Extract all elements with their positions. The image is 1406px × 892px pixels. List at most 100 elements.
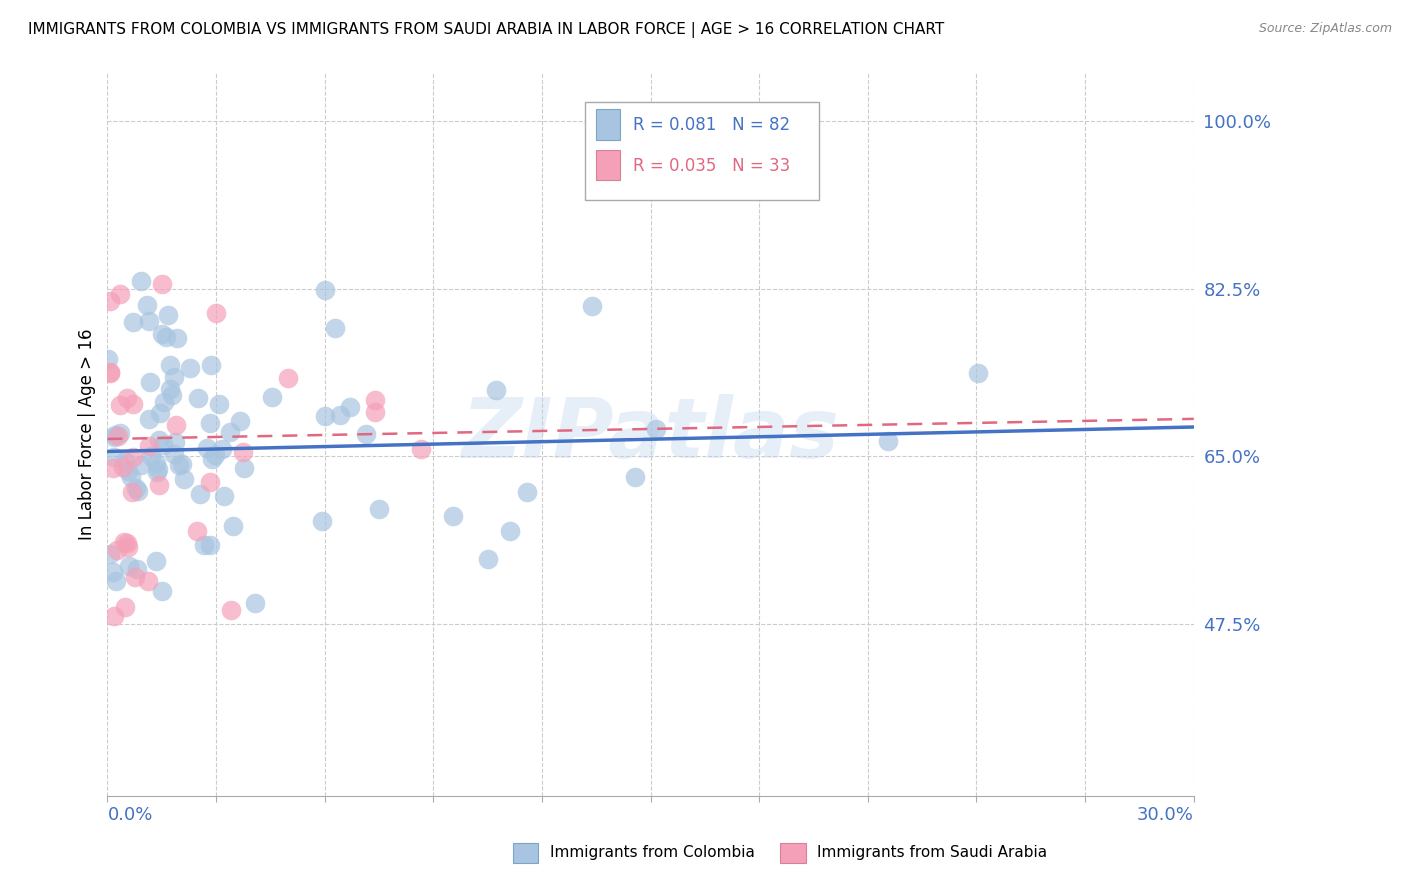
Point: [193, 538, 215, 552]
Point: [103, 430, 125, 444]
Point: [138, 439, 160, 453]
Point: [166, 331, 188, 345]
Point: [211, 442, 233, 457]
Point: [201, 452, 224, 467]
Point: [163, 370, 186, 384]
Point: [139, 450, 162, 464]
Point: [145, 554, 167, 568]
Point: [150, 277, 173, 291]
Point: [222, 519, 245, 533]
Point: [98, 294, 121, 309]
Point: [232, 444, 254, 458]
Point: [169, 458, 191, 472]
Point: [152, 438, 174, 452]
Point: [200, 358, 222, 372]
Point: [200, 538, 222, 552]
Point: [98, 547, 121, 561]
Point: [329, 409, 352, 423]
Point: [120, 470, 142, 484]
Point: [124, 569, 146, 583]
Point: [243, 596, 266, 610]
Point: [103, 428, 125, 442]
Point: [135, 298, 157, 312]
Point: [111, 459, 134, 474]
Point: [204, 448, 226, 462]
Point: [114, 454, 136, 468]
Point: [229, 414, 252, 428]
Point: [100, 366, 122, 380]
Point: [966, 367, 988, 381]
Text: Immigrants from Saudi Arabia: Immigrants from Saudi Arabia: [817, 845, 1047, 860]
Bar: [596, 109, 620, 139]
Point: [477, 551, 499, 566]
Point: [187, 391, 209, 405]
Text: 0.0%: 0.0%: [107, 806, 153, 824]
Point: [148, 478, 170, 492]
Point: [101, 565, 124, 579]
Point: [159, 358, 181, 372]
Point: [110, 398, 132, 412]
Point: [98, 365, 121, 379]
Point: [364, 393, 387, 408]
Point: [624, 470, 647, 484]
Point: [138, 376, 160, 390]
Point: [212, 490, 235, 504]
Point: [441, 509, 464, 524]
Point: [131, 458, 153, 472]
Point: [157, 308, 180, 322]
Point: [118, 559, 141, 574]
Text: R = 0.081   N = 82: R = 0.081 N = 82: [633, 116, 790, 134]
Point: [122, 315, 145, 329]
Point: [121, 450, 143, 464]
Point: [163, 447, 186, 461]
Point: [108, 287, 131, 301]
Text: 30.0%: 30.0%: [1137, 806, 1194, 824]
Point: [149, 406, 172, 420]
Point: [129, 275, 152, 289]
Point: [148, 433, 170, 447]
Point: [146, 465, 169, 479]
Point: [165, 418, 187, 433]
Point: [323, 320, 346, 334]
Point: [314, 409, 336, 424]
Point: [96, 351, 118, 366]
Point: [103, 460, 125, 475]
Point: [160, 388, 183, 402]
Point: [138, 574, 160, 588]
Text: IMMIGRANTS FROM COLOMBIA VS IMMIGRANTS FROM SAUDI ARABIA IN LABOR FORCE | AGE > : IMMIGRANTS FROM COLOMBIA VS IMMIGRANTS F…: [28, 22, 945, 38]
Point: [363, 405, 385, 419]
Point: [277, 371, 299, 385]
Point: [159, 382, 181, 396]
Text: R = 0.035   N = 33: R = 0.035 N = 33: [633, 157, 790, 175]
Text: ZIPatlas: ZIPatlas: [461, 394, 839, 475]
Point: [314, 283, 336, 297]
Point: [155, 330, 177, 344]
FancyBboxPatch shape: [585, 102, 818, 200]
Point: [103, 450, 125, 464]
Point: [150, 583, 173, 598]
Point: [581, 300, 603, 314]
Point: [354, 426, 377, 441]
Point: [112, 535, 135, 549]
Point: [186, 524, 208, 538]
Point: [484, 384, 506, 398]
Point: [117, 464, 139, 478]
Point: [163, 434, 186, 449]
Point: [138, 412, 160, 426]
Point: [170, 457, 193, 471]
Point: [153, 395, 176, 409]
Text: Source: ZipAtlas.com: Source: ZipAtlas.com: [1258, 22, 1392, 36]
Point: [311, 514, 333, 528]
Text: Immigrants from Colombia: Immigrants from Colombia: [550, 845, 755, 860]
Point: [107, 429, 129, 443]
Point: [146, 462, 169, 476]
Point: [233, 461, 256, 475]
Point: [198, 416, 221, 430]
Y-axis label: In Labor Force | Age > 16: In Labor Force | Age > 16: [79, 329, 96, 541]
Point: [145, 456, 167, 470]
Point: [150, 327, 173, 342]
Point: [198, 475, 221, 489]
Point: [339, 400, 361, 414]
Point: [205, 306, 228, 320]
Point: [188, 487, 211, 501]
